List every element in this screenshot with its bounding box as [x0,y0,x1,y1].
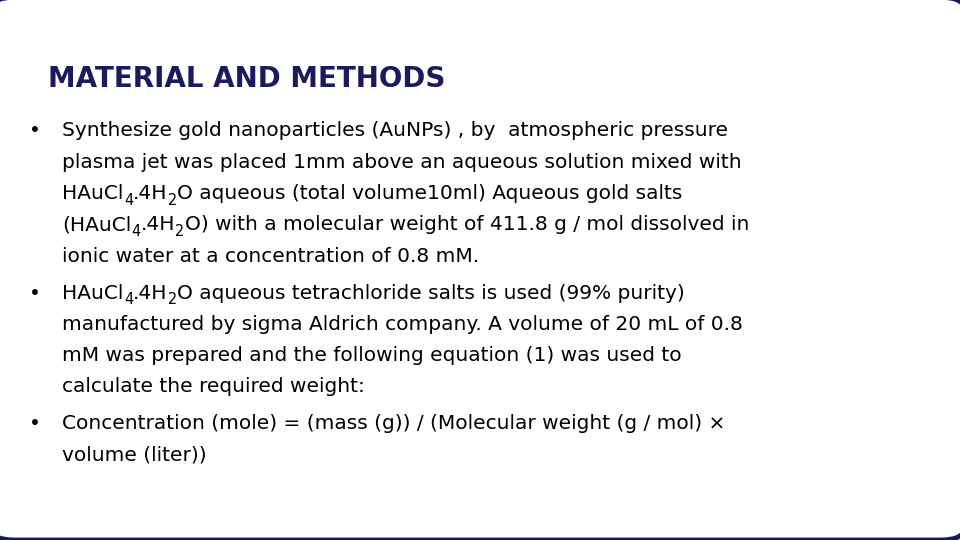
Text: 2: 2 [176,224,184,239]
Text: 2: 2 [168,292,177,307]
Text: Concentration (mole) = (mass (g)) / (Molecular weight (g / mol) ×: Concentration (mole) = (mass (g)) / (Mol… [62,414,726,433]
Text: HAuCl: HAuCl [62,184,124,203]
Text: O aqueous tetrachloride salts is used (99% purity): O aqueous tetrachloride salts is used (9… [177,284,684,302]
Text: 4: 4 [124,292,133,307]
Text: HAuCl: HAuCl [62,284,124,302]
Text: mM was prepared and the following equation (1) was used to: mM was prepared and the following equati… [62,346,682,365]
Text: .4H: .4H [133,284,168,302]
Text: •: • [29,122,40,140]
Text: 4: 4 [124,193,133,208]
Text: •: • [29,284,40,302]
Text: O) with a molecular weight of 411.8 g / mol dissolved in: O) with a molecular weight of 411.8 g / … [184,215,749,234]
Text: calculate the required weight:: calculate the required weight: [62,377,365,396]
Text: .4H: .4H [141,215,176,234]
Text: O aqueous (total volume10ml) Aqueous gold salts: O aqueous (total volume10ml) Aqueous gol… [177,184,683,203]
Text: volume (liter)): volume (liter)) [62,446,207,464]
Text: manufactured by sigma Aldrich company. A volume of 20 mL of 0.8: manufactured by sigma Aldrich company. A… [62,315,743,334]
Text: 2: 2 [168,193,177,208]
Text: ionic water at a concentration of 0.8 mM.: ionic water at a concentration of 0.8 mM… [62,247,480,266]
Text: (HAuCl: (HAuCl [62,215,132,234]
Text: •: • [29,414,40,433]
Text: .4H: .4H [133,184,168,203]
Text: 4: 4 [132,224,141,239]
Text: MATERIAL AND METHODS: MATERIAL AND METHODS [48,65,445,93]
Text: plasma jet was placed 1mm above an aqueous solution mixed with: plasma jet was placed 1mm above an aqueo… [62,153,742,172]
Text: Synthesize gold nanoparticles (AuNPs) , by  atmospheric pressure: Synthesize gold nanoparticles (AuNPs) , … [62,122,729,140]
